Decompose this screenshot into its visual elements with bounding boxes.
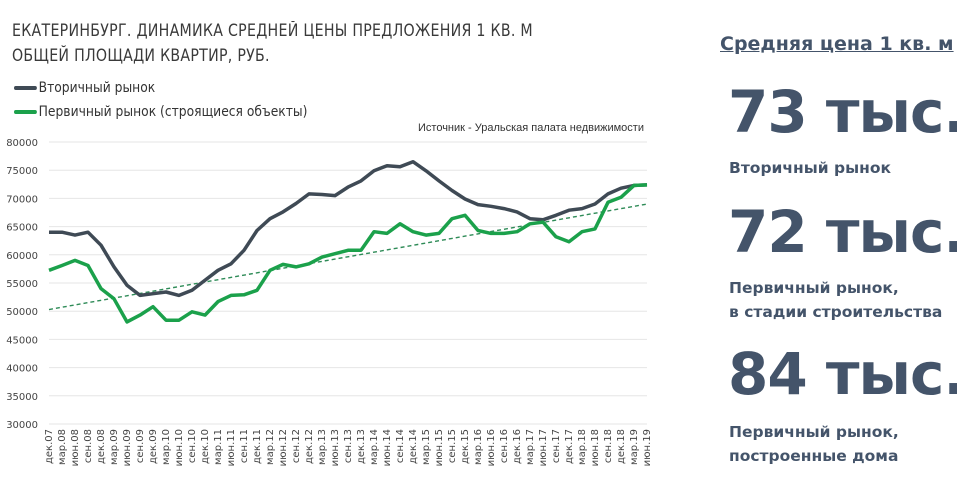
x-tick-label: дек.13 <box>356 429 367 464</box>
x-tick-label: июн.19 <box>642 429 653 466</box>
x-tick-label: дек.10 <box>200 429 211 464</box>
x-tick-label: мар.09 <box>109 429 120 465</box>
x-tick-label: сен.09 <box>135 429 146 463</box>
caption-secondary: Вторичный рынок <box>729 156 891 180</box>
x-tick-label: мар.19 <box>629 429 640 465</box>
y-tick-label: 45000 <box>6 335 38 346</box>
x-tick-label: дек.08 <box>96 429 107 464</box>
legend-label-primary: Первичный рынок (строящиеся объекты) <box>38 104 308 120</box>
series-line-primary <box>48 183 648 324</box>
x-tick-label: мар.12 <box>265 429 276 465</box>
x-tick-label: мар.13 <box>317 429 328 465</box>
x-tick-label: сен.15 <box>447 429 458 463</box>
legend-swatch-primary <box>14 110 37 114</box>
x-tick-label: дек.11 <box>252 429 263 464</box>
x-tick-label: июн.16 <box>486 429 497 466</box>
y-tick-label: 40000 <box>6 364 38 375</box>
value-primary-construction: 72 тыс. <box>728 198 957 266</box>
chart-title-line-1: ЕКАТЕРИНБУРГ. ДИНАМИКА СРЕДНЕЙ ЦЕНЫ ПРЕД… <box>12 21 533 40</box>
value-primary-built: 84 тыс. <box>728 340 957 408</box>
price-chart: 30000 35000 40000 45000 50000 55000 60000 65000… <box>6 138 653 466</box>
x-tick-label: сен.16 <box>499 429 510 463</box>
x-tick-label: июн.11 <box>226 429 237 466</box>
caption-line: Первичный рынок, <box>729 423 899 441</box>
caption-line: Первичный рынок, <box>729 279 899 297</box>
x-tick-label: дек.14 <box>408 429 419 464</box>
x-tick-label: июн.18 <box>590 429 601 466</box>
x-tick-label: июн.09 <box>122 429 133 466</box>
y-tick-label: 80000 <box>6 138 38 149</box>
y-tick-label: 55000 <box>6 279 38 290</box>
x-tick-label: дек.12 <box>304 429 315 464</box>
x-tick-label: июн.17 <box>538 429 549 466</box>
x-tick-label: мар.10 <box>161 429 172 465</box>
caption-primary-built: Первичный рынок, построенные дома <box>729 420 899 468</box>
x-tick-label: сен.12 <box>291 429 302 463</box>
x-tick-label: мар.08 <box>57 429 68 465</box>
x-tick-label: дек.16 <box>512 429 523 464</box>
series-line-secondary <box>49 159 648 298</box>
x-tick-label: июн.08 <box>70 429 81 466</box>
legend-item-secondary: Вторичный рынок <box>14 76 307 100</box>
legend: Вторичный рынок Первичный рынок (строящи… <box>14 76 307 124</box>
y-tick-label: 75000 <box>6 166 38 177</box>
y-tick-label: 65000 <box>6 223 38 234</box>
source-note: Источник - Уральская палата недвижимости <box>418 122 644 134</box>
x-tick-label: июн.15 <box>434 429 445 466</box>
caption-line: Вторичный рынок <box>729 159 892 177</box>
legend-label-secondary: Вторичный рынок <box>38 80 156 96</box>
x-tick-label: дек.18 <box>616 429 627 464</box>
x-tick-label: дек.15 <box>460 429 471 464</box>
y-tick-label: 35000 <box>6 392 38 403</box>
x-tick-label: сен.17 <box>551 429 562 463</box>
legend-swatch-secondary <box>14 86 37 90</box>
x-tick-label: мар.14 <box>369 429 380 465</box>
y-tick-label: 60000 <box>6 251 38 262</box>
x-tick-label: сен.08 <box>83 429 94 463</box>
y-tick-label: 70000 <box>6 194 38 205</box>
trendline <box>48 203 648 311</box>
chart-title: ЕКАТЕРИНБУРГ. ДИНАМИКА СРЕДНЕЙ ЦЕНЫ ПРЕД… <box>12 18 533 68</box>
x-tick-label: мар.18 <box>577 429 588 465</box>
x-tick-label: июн.13 <box>330 429 341 466</box>
y-tick-label: 30000 <box>6 420 38 431</box>
caption-line: построенные дома <box>729 447 899 465</box>
x-tick-label: мар.15 <box>421 429 432 465</box>
chart-title-line-2: ОБЩЕЙ ПЛОЩАДИ КВАРТИР, РУБ. <box>12 46 270 65</box>
x-tick-label: сен.18 <box>603 429 614 463</box>
x-tick-label: мар.16 <box>473 429 484 465</box>
legend-item-primary: Первичный рынок (строящиеся объекты) <box>14 100 307 124</box>
caption-primary-construction: Первичный рынок, в стадии строительства <box>729 276 942 324</box>
x-tick-label: дек.17 <box>564 429 575 464</box>
x-tick-label: мар.17 <box>525 429 536 465</box>
y-tick-label: 50000 <box>6 307 38 318</box>
x-tick-label: сен.13 <box>343 429 354 463</box>
x-tick-label: сен.11 <box>239 429 250 463</box>
caption-line: в стадии строительства <box>729 303 943 321</box>
x-tick-label: дек.09 <box>148 429 159 464</box>
x-tick-label: июн.14 <box>382 429 393 466</box>
panel-title: Средняя цена 1 кв. м <box>720 33 954 55</box>
value-secondary: 73 тыс. <box>728 78 957 146</box>
x-tick-label: сен.14 <box>395 429 406 463</box>
x-tick-label: сен.10 <box>187 429 198 463</box>
x-tick-label: июн.12 <box>278 429 289 466</box>
x-tick-label: дек.07 <box>44 429 55 464</box>
x-tick-label: июн.10 <box>174 429 185 466</box>
x-tick-label: мар.11 <box>213 429 224 465</box>
